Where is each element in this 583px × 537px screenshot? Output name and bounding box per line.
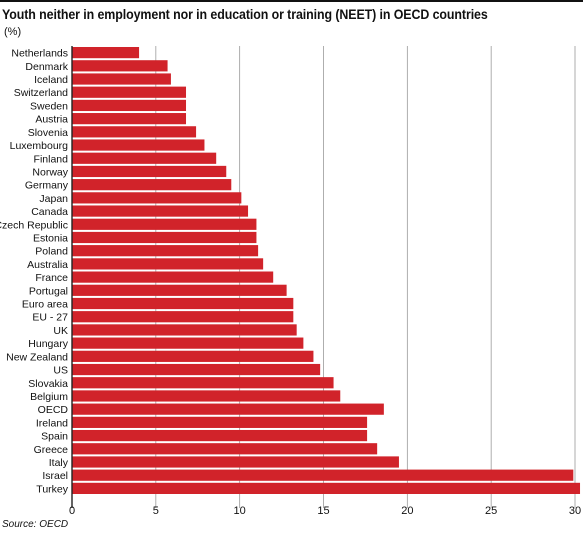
category-label-sweden: Sweden — [30, 100, 68, 112]
bar-czech-republic — [72, 218, 257, 230]
bar-italy — [72, 456, 399, 468]
category-label-germany: Germany — [25, 180, 69, 192]
bar-austria — [72, 113, 187, 125]
x-tick-label-15: 15 — [317, 505, 329, 517]
category-label-ireland: Ireland — [36, 417, 68, 429]
category-label-belgium: Belgium — [30, 391, 68, 403]
category-label-poland: Poland — [35, 246, 68, 258]
chart-title: Youth neither in employment nor in educa… — [2, 7, 488, 22]
x-tick-label-20: 20 — [401, 505, 413, 517]
x-tick-label-10: 10 — [234, 505, 246, 517]
bar-norway — [72, 165, 227, 178]
category-label-finland: Finland — [34, 153, 69, 165]
category-label-netherlands: Netherlands — [11, 48, 68, 60]
category-label-canada: Canada — [31, 206, 68, 218]
bar-germany — [72, 179, 232, 191]
category-label-turkey: Turkey — [36, 483, 68, 495]
bar-netherlands — [72, 47, 140, 59]
category-label-france: France — [35, 272, 68, 284]
bar-uk — [72, 324, 297, 336]
x-tick-label-0: 0 — [69, 505, 75, 517]
bar-israel — [72, 469, 574, 481]
bar-switzerland — [72, 86, 187, 98]
category-label-us: US — [53, 365, 68, 377]
bar-greece — [72, 443, 378, 455]
chart-unit: (%) — [4, 26, 22, 38]
bar-poland — [72, 245, 259, 257]
category-label-greece: Greece — [34, 444, 69, 456]
category-label-slovakia: Slovakia — [28, 378, 68, 390]
category-label-austria: Austria — [35, 114, 68, 126]
bar-turkey — [72, 482, 581, 494]
category-label-luxembourg: Luxembourg — [10, 140, 69, 152]
category-label-eu-27: EU - 27 — [32, 312, 68, 324]
bar-japan — [72, 192, 242, 204]
x-tick-label-5: 5 — [153, 505, 159, 517]
category-label-euro-area: Euro area — [22, 299, 68, 311]
category-label-oecd: OECD — [38, 404, 69, 416]
category-label-uk: UK — [53, 325, 68, 337]
bar-iceland — [72, 73, 171, 85]
x-tick-label-30: 30 — [569, 505, 581, 517]
category-label-denmark: Denmark — [25, 61, 68, 73]
top-rule — [0, 0, 583, 2]
category-label-portugal: Portugal — [29, 285, 68, 297]
category-label-spain: Spain — [41, 431, 68, 443]
bar-canada — [72, 205, 249, 217]
source-note: Source: OECD — [2, 519, 69, 530]
bar-finland — [72, 152, 217, 164]
bar-us — [72, 363, 321, 376]
bar-estonia — [72, 231, 257, 244]
category-label-new-zealand: New Zealand — [6, 351, 68, 363]
bar-luxembourg — [72, 139, 205, 151]
category-label-norway: Norway — [32, 166, 68, 178]
bar-hungary — [72, 337, 304, 349]
category-label-slovenia: Slovenia — [28, 127, 68, 139]
bar-new-zealand — [72, 350, 314, 362]
bar-oecd — [72, 403, 384, 415]
bar-belgium — [72, 390, 341, 402]
bar-ireland — [72, 416, 368, 428]
category-label-czech-republic: Czech Republic — [0, 219, 68, 231]
bar-australia — [72, 258, 264, 270]
bar-sweden — [72, 99, 187, 112]
category-label-japan: Japan — [39, 193, 68, 205]
bar-eu-27 — [72, 311, 294, 323]
bar-slovenia — [72, 126, 197, 138]
category-label-switzerland: Switzerland — [14, 87, 68, 99]
category-label-iceland: Iceland — [34, 74, 68, 86]
bar-slovakia — [72, 377, 334, 389]
category-label-australia: Australia — [27, 259, 68, 271]
bar-denmark — [72, 60, 168, 72]
bar-spain — [72, 429, 368, 442]
category-label-hungary: Hungary — [28, 338, 68, 350]
category-label-israel: Israel — [42, 470, 68, 482]
bar-euro-area — [72, 297, 294, 310]
x-tick-label-25: 25 — [485, 505, 497, 517]
bar-france — [72, 271, 274, 283]
category-label-estonia: Estonia — [33, 232, 68, 244]
bar-portugal — [72, 284, 287, 296]
category-label-italy: Italy — [49, 457, 69, 469]
